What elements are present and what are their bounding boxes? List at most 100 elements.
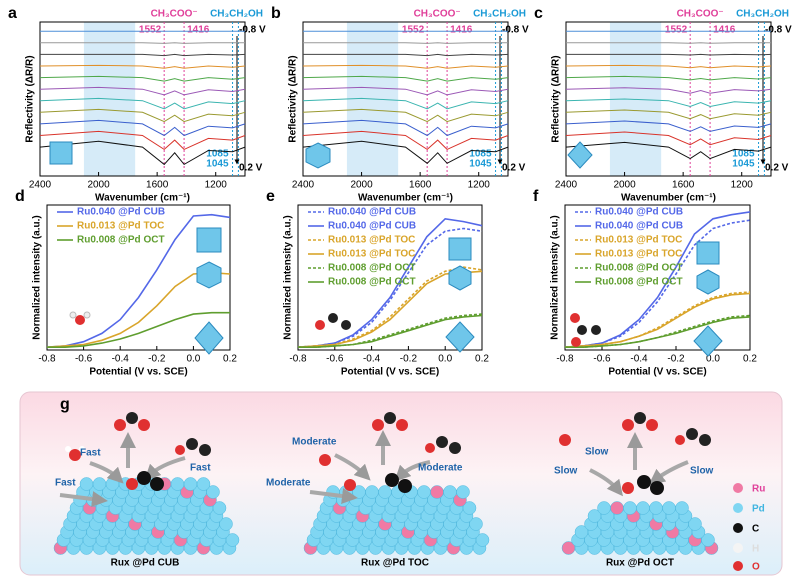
data-line (40, 98, 245, 108)
data-line (566, 121, 771, 131)
x-axis-label: Wavenumber (cm⁻¹) (358, 193, 453, 204)
atom (598, 502, 611, 515)
x-tick-label: -0.2 (400, 354, 418, 365)
species-label: CH₃CH₂OH (210, 9, 263, 20)
atom (457, 486, 470, 499)
rate-label: Moderate (292, 437, 337, 448)
x-tick-label: 1200 (468, 180, 491, 191)
panel-label: c (534, 5, 543, 22)
legend-label: Ru0.008 @Pd OCT (328, 277, 416, 288)
legend-label: Ru0.040 @Pd CUB (77, 207, 165, 218)
legend-label: Ru0.040 @Pd CUB (328, 207, 416, 218)
x-tick-label: 1200 (205, 180, 228, 191)
data-line (40, 87, 245, 95)
reference-label: 1045 (732, 159, 755, 170)
x-tick-label: 1600 (146, 180, 169, 191)
legend-label: Ru0.013 @Pd TOC (595, 249, 682, 260)
cube-icon (197, 228, 221, 252)
toc-icon (197, 262, 221, 288)
x-tick-label: 2400 (292, 180, 315, 191)
x-tick-label: 1600 (409, 180, 432, 191)
legend-label: C (752, 524, 759, 535)
atom (197, 478, 210, 491)
atom (663, 502, 676, 515)
atom (418, 486, 431, 499)
data-line (40, 43, 245, 44)
data-line (566, 132, 771, 145)
toc-icon (697, 270, 719, 294)
reference-label: 1416 (187, 25, 210, 36)
data-line (566, 99, 771, 107)
x-axis-label: Potential (V vs. SCE) (89, 367, 187, 378)
data-line (303, 65, 508, 68)
x-axis-label: Potential (V vs. SCE) (608, 367, 706, 378)
potential-label: 0.2 V (765, 163, 789, 174)
atom (184, 478, 197, 491)
x-tick-label: 2400 (29, 180, 52, 191)
rate-label: Fast (190, 463, 211, 474)
data-line (303, 43, 508, 44)
species-label: CH₃CH₂OH (736, 9, 789, 20)
x-tick-label: 0.0 (438, 354, 452, 365)
atom (171, 478, 184, 491)
y-axis-label: Normalized intensity (a.u.) (550, 215, 561, 339)
catalyst-label: Rux @Pd CUB (111, 558, 180, 569)
x-tick-label: 0.2 (743, 354, 757, 365)
atom (106, 478, 119, 491)
x-tick-label: -0.6 (326, 354, 344, 365)
data-line (566, 54, 771, 55)
rate-label: Slow (554, 466, 578, 477)
atom (93, 478, 106, 491)
reference-label: 1552 (139, 25, 162, 36)
atom (444, 486, 457, 499)
acetic-acid-molecule (570, 313, 601, 347)
data-line (566, 88, 771, 93)
x-tick-label: -0.4 (112, 354, 130, 365)
y-axis-label: Normalized intensity (a.u.) (283, 215, 294, 339)
legend-label: Ru0.040 @Pd CUB (595, 221, 683, 232)
y-axis-label: Normalized intensity (a.u.) (32, 215, 43, 339)
x-tick-label: 2000 (87, 180, 110, 191)
x-tick-label: 2400 (555, 180, 578, 191)
x-tick-label: -0.6 (75, 354, 93, 365)
scheme-panel: g Fast Fast Fast Moderate Moderate Moder… (20, 392, 782, 575)
atom (637, 502, 650, 515)
atom (366, 486, 379, 499)
x-tick-label: 0.2 (475, 354, 489, 365)
y-axis-label: Reflectivity (ΔR/R) (551, 55, 562, 142)
reference-label: 1416 (713, 25, 736, 36)
x-tick-label: 0.0 (186, 354, 200, 365)
panel-label: f (533, 188, 539, 205)
species-label: CH₃CH₂OH (473, 9, 526, 20)
oct-icon (694, 326, 722, 356)
atom (379, 486, 392, 499)
data-line (40, 65, 245, 68)
legend-label: Ru0.008 @Pd OCT (328, 263, 416, 274)
data-line (303, 87, 508, 95)
x-tick-label: 0.2 (223, 354, 237, 365)
catalyst-label: Rux @Pd OCT (606, 558, 674, 569)
cube-icon (697, 242, 719, 264)
catalyst-label: Rux @Pd TOC (361, 558, 429, 569)
legend-label: Ru0.008 @Pd OCT (595, 263, 683, 274)
water-molecule (70, 312, 90, 325)
rate-label: Slow (585, 447, 609, 458)
oct-icon (195, 322, 223, 354)
atom (431, 486, 444, 499)
x-tick-label: -0.8 (556, 354, 574, 365)
legend-label: Ru0.008 @Pd OCT (595, 277, 683, 288)
rate-label: Slow (690, 466, 714, 477)
oct-icon (568, 142, 592, 168)
x-tick-label: 2000 (613, 180, 636, 191)
legend-label: Ru0.013 @Pd TOC (595, 235, 682, 246)
legend-label: Ru0.008 @Pd OCT (77, 235, 165, 246)
potential-label: 0.2 V (239, 163, 263, 174)
data-line (40, 54, 245, 55)
data-line (303, 98, 508, 108)
legend-label: Ru0.040 @Pd CUB (595, 207, 683, 218)
x-tick-label: -0.4 (630, 354, 648, 365)
x-axis-label: Wavenumber (cm⁻¹) (95, 193, 190, 204)
